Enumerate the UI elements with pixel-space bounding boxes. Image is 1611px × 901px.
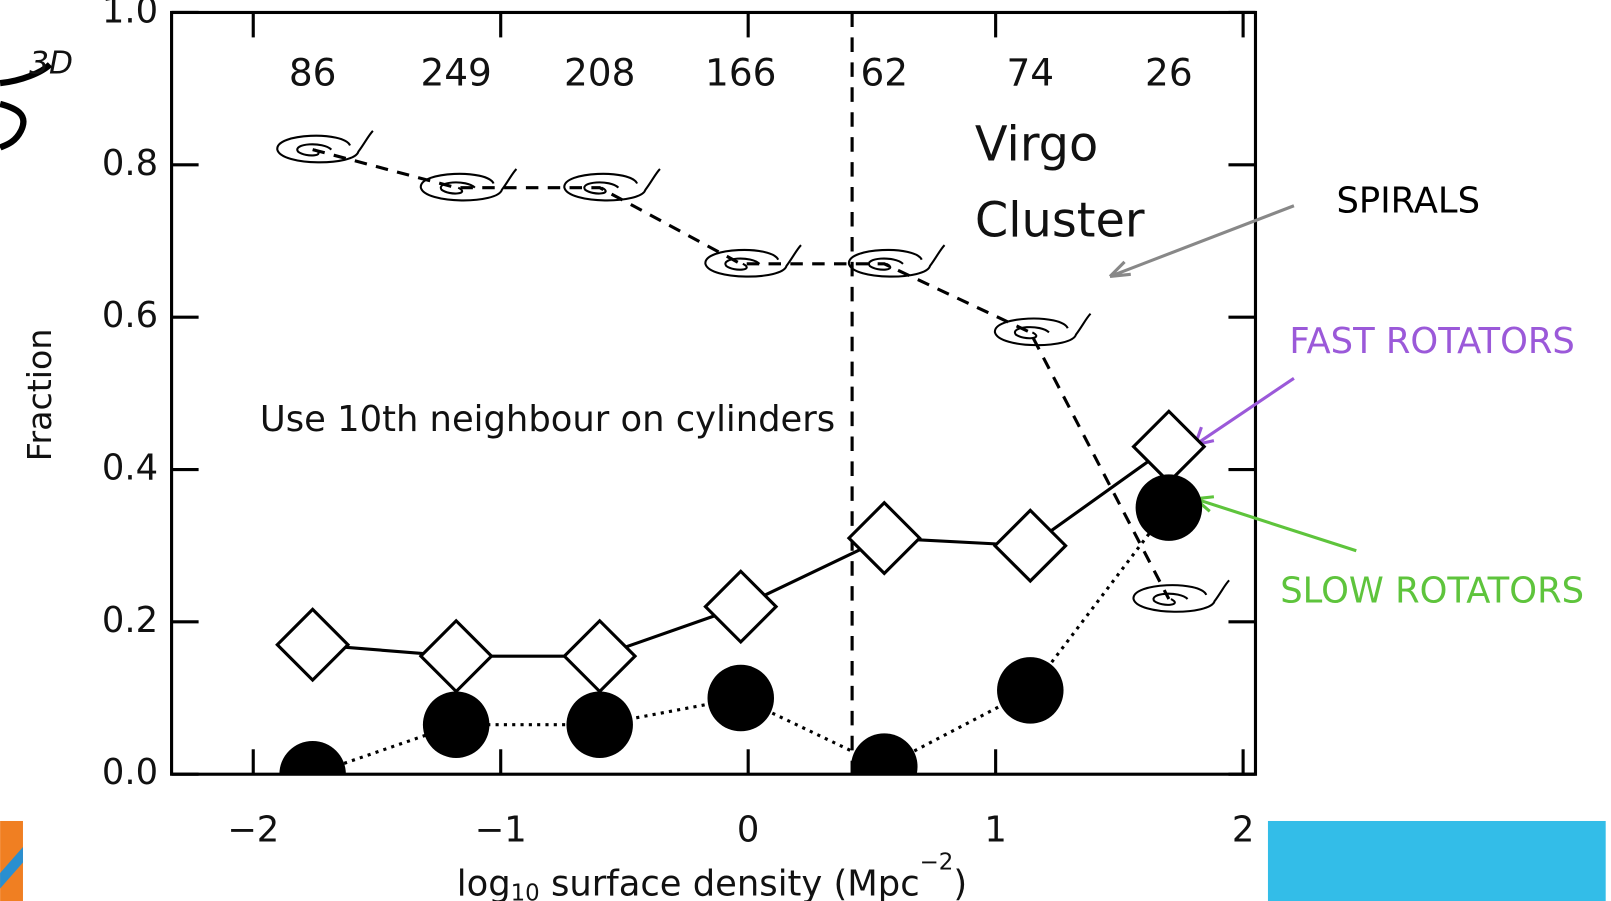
- x-tick-label: −2: [227, 809, 279, 850]
- x-axis-label-part: log: [457, 863, 511, 901]
- x-tick-label: 1: [984, 809, 1006, 850]
- spiral-marker: [421, 169, 517, 200]
- arrow-slow: [1195, 497, 1356, 551]
- series-label: FAST ROTATORS: [1289, 321, 1574, 362]
- y-tick-label: 0.4: [102, 448, 158, 489]
- count-label: 86: [289, 50, 337, 94]
- x-axis-label-part: 10: [511, 880, 540, 901]
- y-axis-label: Fraction: [20, 329, 59, 462]
- x-tick-label: −1: [475, 809, 527, 850]
- y-tick-label: 0.8: [102, 143, 158, 184]
- fast-rotator-marker: [705, 571, 776, 642]
- x-axis-label-part: ): [953, 863, 967, 901]
- arrow-fast: [1195, 378, 1294, 445]
- x-axis-label: log10 surface density (Mpc−2): [457, 849, 967, 901]
- slide: 0.0 0.2 0.4 0.6 0.8 1.0 −2 −1 0 1 2 Fraction log10 s…: [0, 0, 1611, 901]
- slow-rotator-marker: [423, 691, 490, 758]
- count-label: 74: [1006, 50, 1054, 94]
- annotation: Virgo: [975, 118, 1098, 173]
- annotation: Use 10th neighbour on cylinders: [260, 399, 835, 440]
- fast-rotator-marker: [564, 621, 635, 692]
- x-axis-label-part: surface density (Mpc: [540, 863, 920, 901]
- y-tick-label: 0.0: [102, 752, 158, 793]
- count-label: 249: [420, 50, 491, 94]
- slow-rotator-marker: [851, 733, 918, 800]
- fast-rotator-marker: [421, 621, 492, 692]
- fast-rotator-marker: [995, 510, 1066, 581]
- series-label: SLOW ROTATORS: [1280, 570, 1584, 611]
- series-label: SPIRALS: [1336, 181, 1480, 222]
- x-tick-label: 0: [737, 809, 759, 850]
- slow-rotator-marker: [1136, 474, 1203, 541]
- accent-cyan: [1268, 821, 1606, 901]
- page: {"chart_data": {"type": "line", "xlabel"…: [0, 0, 1611, 901]
- spiral-marker: [277, 131, 373, 162]
- fast-rotator-marker: [1134, 411, 1205, 482]
- x-axis-label-part: −2: [920, 849, 954, 875]
- spiral-marker: [1133, 580, 1229, 611]
- count-label: 26: [1145, 50, 1193, 94]
- count-label: 208: [564, 50, 635, 94]
- fast-rotator-marker: [849, 503, 920, 574]
- x-tick-label: 2: [1232, 809, 1254, 850]
- slow-rotator-marker: [279, 741, 346, 808]
- spiral-marker: [995, 314, 1091, 345]
- fast-rotator-marker: [277, 609, 348, 680]
- y-tick-label: 1.0: [102, 0, 158, 31]
- logo-text: 3D: [29, 45, 73, 81]
- slow-rotator-marker: [997, 657, 1064, 724]
- annotation: Cluster: [975, 193, 1145, 248]
- slow-rotator-marker: [707, 665, 774, 732]
- slow-rotator-marker: [566, 691, 633, 758]
- count-label: 62: [860, 50, 908, 94]
- y-tick-label: 0.2: [102, 600, 158, 641]
- spiral-marker: [849, 245, 945, 276]
- count-label: 166: [705, 50, 776, 94]
- spiral-marker: [705, 245, 801, 276]
- y-tick-label: 0.6: [102, 295, 158, 336]
